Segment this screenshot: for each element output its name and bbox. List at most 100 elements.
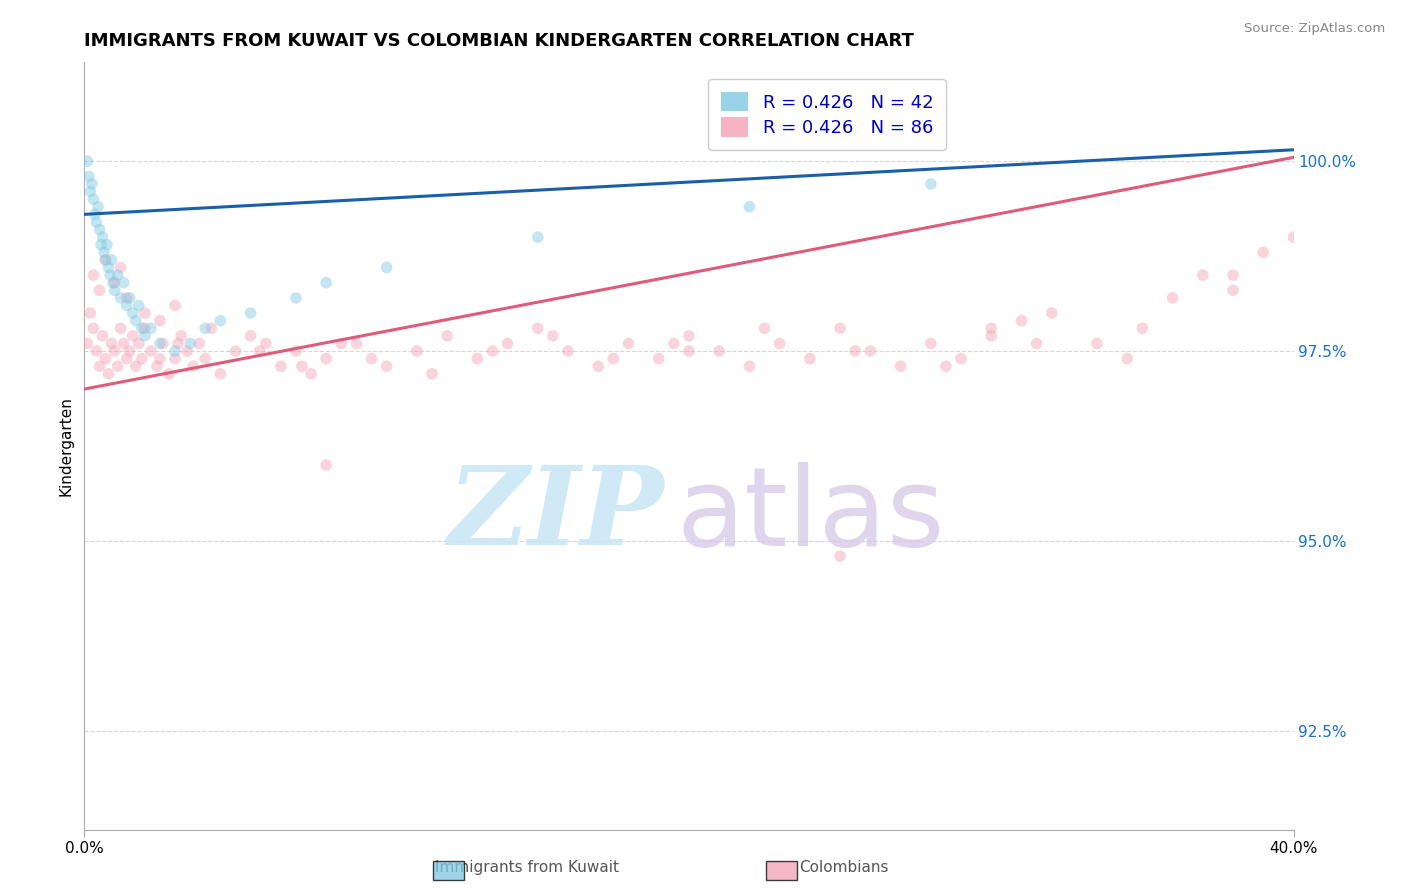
Point <box>950 351 973 366</box>
Point <box>1011 314 1033 328</box>
Point <box>678 329 700 343</box>
Point <box>754 321 776 335</box>
Text: atlas: atlas <box>676 461 945 568</box>
Point <box>194 321 217 335</box>
Point <box>104 344 127 359</box>
Point <box>844 344 866 359</box>
Point <box>920 336 942 351</box>
Point <box>1222 283 1244 297</box>
Point <box>77 169 100 184</box>
Point <box>1085 336 1108 351</box>
Y-axis label: Kindergarten: Kindergarten <box>58 396 73 496</box>
Point <box>100 252 122 267</box>
Point <box>1253 245 1275 260</box>
Point <box>131 321 153 335</box>
Point <box>980 329 1002 343</box>
Point <box>527 321 550 335</box>
Point <box>738 359 761 374</box>
Point <box>157 367 180 381</box>
Point <box>104 276 127 290</box>
Point <box>1192 268 1215 282</box>
Point <box>91 329 114 343</box>
Point <box>285 344 308 359</box>
Point <box>79 185 101 199</box>
Point <box>830 321 852 335</box>
Point <box>134 321 156 335</box>
Point <box>82 268 104 282</box>
Point <box>107 268 129 282</box>
Point <box>315 276 337 290</box>
Point <box>149 336 172 351</box>
Point <box>110 291 132 305</box>
Point <box>285 291 308 305</box>
Point <box>980 321 1002 335</box>
Point <box>152 336 174 351</box>
Text: Source: ZipAtlas.com: Source: ZipAtlas.com <box>1244 22 1385 36</box>
Point <box>375 359 398 374</box>
Point <box>89 283 111 297</box>
Point <box>1161 291 1184 305</box>
Point <box>738 200 761 214</box>
Text: ZIP: ZIP <box>449 461 665 569</box>
Text: Immigrants from Kuwait: Immigrants from Kuwait <box>436 861 619 875</box>
Point <box>239 329 262 343</box>
Point <box>588 359 610 374</box>
Point <box>481 344 503 359</box>
Point <box>799 351 821 366</box>
Point <box>87 200 110 214</box>
Point <box>118 291 141 305</box>
Point <box>115 351 138 366</box>
Point <box>98 268 121 282</box>
Point <box>91 230 114 244</box>
Point <box>179 336 201 351</box>
Text: Colombians: Colombians <box>799 861 889 875</box>
Point <box>134 306 156 320</box>
Point <box>188 336 211 351</box>
Point <box>254 336 277 351</box>
Point <box>94 252 117 267</box>
Point <box>181 359 204 374</box>
Point <box>96 237 118 252</box>
Point <box>194 351 217 366</box>
Point <box>104 283 127 297</box>
Point <box>165 344 187 359</box>
Point <box>76 336 98 351</box>
Point <box>101 276 124 290</box>
Point <box>115 298 138 312</box>
Point <box>100 336 122 351</box>
Point <box>84 207 107 221</box>
Point <box>541 329 564 343</box>
Point <box>121 329 143 343</box>
Point <box>496 336 519 351</box>
Point <box>149 351 172 366</box>
Point <box>209 314 232 328</box>
Point <box>176 344 198 359</box>
Point <box>225 344 247 359</box>
Point <box>291 359 314 374</box>
Legend: R = 0.426   N = 42, R = 0.426   N = 86: R = 0.426 N = 42, R = 0.426 N = 86 <box>709 79 946 150</box>
Point <box>1116 351 1139 366</box>
Point <box>79 306 101 320</box>
Point <box>125 314 148 328</box>
Text: IMMIGRANTS FROM KUWAIT VS COLOMBIAN KINDERGARTEN CORRELATION CHART: IMMIGRANTS FROM KUWAIT VS COLOMBIAN KIND… <box>84 32 914 50</box>
Point <box>830 549 852 563</box>
Point <box>112 336 135 351</box>
Point <box>315 458 337 472</box>
Point <box>110 260 132 275</box>
Point <box>90 237 112 252</box>
Point <box>935 359 957 374</box>
Point <box>270 359 292 374</box>
Point <box>89 359 111 374</box>
Point <box>769 336 792 351</box>
Point <box>165 298 187 312</box>
Point <box>170 329 193 343</box>
Point <box>118 344 141 359</box>
Point <box>97 367 120 381</box>
Point <box>125 359 148 374</box>
Point <box>86 344 108 359</box>
Point <box>94 351 117 366</box>
Point <box>436 329 458 343</box>
Point <box>128 298 150 312</box>
Point <box>678 344 700 359</box>
Point <box>557 344 579 359</box>
